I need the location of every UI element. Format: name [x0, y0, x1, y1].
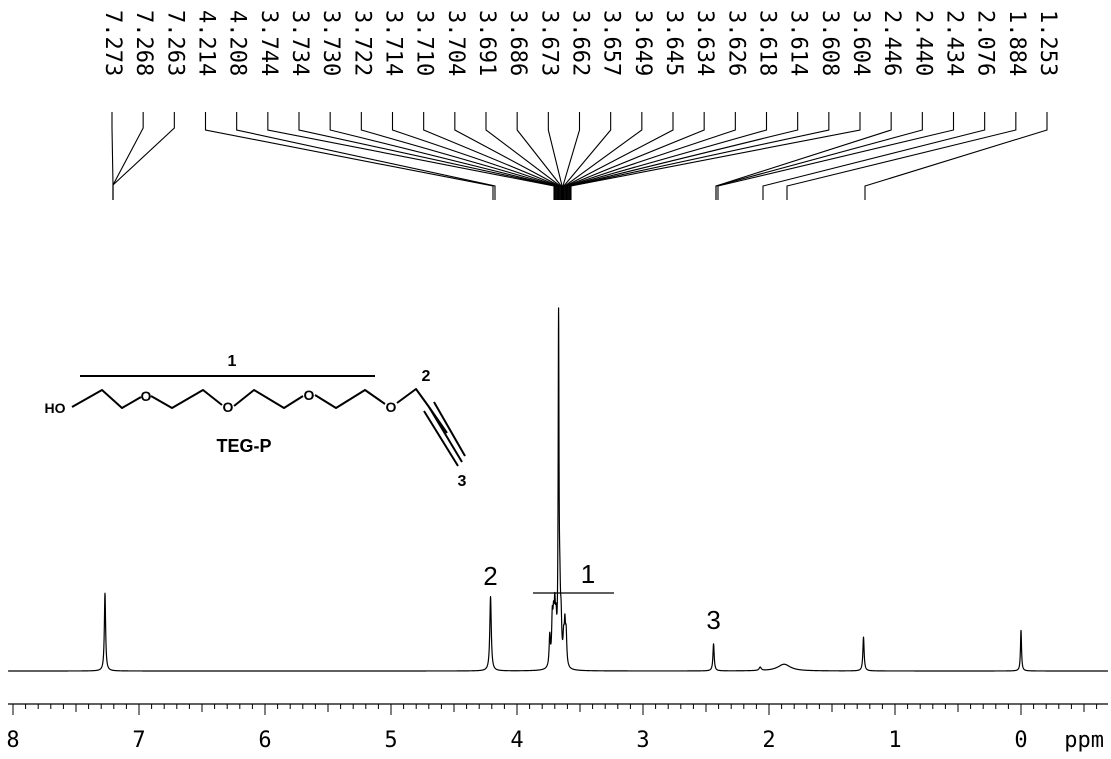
peak-label: 2.446	[879, 10, 904, 76]
peak-annotation-3: 3	[706, 605, 720, 635]
peak-leader	[565, 112, 705, 200]
peak-label: 3.645	[661, 10, 686, 76]
x-tick-label: 1	[888, 728, 901, 753]
peak-annotation-2: 2	[483, 561, 497, 591]
peak-label: 3.686	[505, 10, 530, 76]
peak-label: 3.730	[318, 10, 343, 76]
peak-label: 3.626	[723, 10, 748, 76]
peak-label: 2.434	[942, 10, 967, 76]
x-axis-label: ppm	[1064, 728, 1104, 753]
peak-leader	[112, 112, 144, 200]
peak-leader	[565, 112, 674, 200]
peak-leader	[236, 112, 496, 200]
structure-name: TEG-P	[216, 436, 271, 456]
peak-label: 1.253	[1035, 10, 1060, 76]
peak-leader	[762, 112, 986, 200]
structure-label-3: 3	[458, 473, 467, 490]
peak-label: 3.734	[287, 10, 312, 76]
peak-annotation-1: 1	[581, 559, 595, 589]
structure-chain-mid-1	[150, 389, 223, 409]
peak-label: 3.714	[381, 10, 406, 76]
structure-end-group: HO	[45, 400, 66, 416]
peak-label: 3.673	[536, 10, 561, 76]
x-tick-label: 3	[636, 728, 649, 753]
peak-annotations: 2 1 3	[483, 559, 720, 635]
x-tick-label: 2	[762, 728, 775, 753]
peak-leader	[564, 112, 643, 200]
structure-labels: 1 HO O O O O 2 3 TEG-P	[45, 353, 467, 490]
peak-label: 3.649	[630, 10, 655, 76]
peak-label: 2.076	[973, 10, 998, 76]
alkyne-bond-3	[423, 410, 459, 467]
peak-label: 3.662	[568, 10, 593, 76]
peak-leader	[568, 112, 799, 200]
peak-leader	[516, 112, 562, 200]
peak-list-labels: 7.273 7.268 7.263 4.214 4.208 3.744 3.734 3.730…	[100, 10, 1060, 76]
peak-leader	[391, 112, 559, 200]
peak-leader	[570, 112, 861, 200]
x-tick-label: 4	[510, 728, 523, 753]
peak-leader	[717, 112, 955, 200]
x-tick-label: 7	[132, 728, 145, 753]
peak-leader	[204, 112, 494, 200]
peak-leader	[423, 112, 560, 200]
structure-label-1: 1	[228, 353, 237, 370]
alkyne-bond-2	[433, 401, 466, 457]
peak-leader	[485, 112, 561, 200]
peak-label: 3.604	[848, 10, 873, 76]
peak-label: 2.440	[910, 10, 935, 76]
peak-list-leaders	[111, 112, 1048, 200]
peak-label: 7.268	[131, 10, 156, 76]
structure-oxygen-2: O	[223, 399, 234, 415]
structure-oxygen-3: O	[304, 387, 315, 403]
alkyne-bond-1	[428, 406, 463, 463]
chemical-structure	[71, 375, 466, 467]
structure-chain-right	[396, 388, 448, 434]
peak-leader	[298, 112, 556, 200]
peak-leader	[360, 112, 558, 200]
x-tick-label: 6	[258, 728, 271, 753]
peak-leader	[566, 112, 736, 200]
peak-label: 7.273	[100, 10, 125, 76]
peak-leader	[112, 112, 175, 200]
peak-label: 1.884	[1004, 10, 1029, 76]
peak-leader	[569, 112, 830, 200]
peak-label: 3.657	[599, 10, 624, 76]
peak-leader	[267, 112, 555, 200]
peak-leader	[329, 112, 557, 200]
peak-label: 3.722	[349, 10, 374, 76]
x-tick-label: 5	[384, 728, 397, 753]
spectrum-trace	[7, 307, 1109, 672]
peak-leader	[786, 112, 1017, 200]
peak-leader	[547, 112, 563, 200]
structure-label-2: 2	[422, 368, 431, 385]
peak-label: 7.263	[162, 10, 187, 76]
x-axis-ticks	[12, 704, 1098, 715]
peak-leader	[864, 112, 1048, 200]
peak-label: 3.691	[474, 10, 499, 76]
peak-leader	[715, 112, 923, 200]
structure-chain-left	[71, 389, 142, 409]
structure-oxygen-4: O	[386, 399, 397, 415]
peak-leader	[567, 112, 768, 200]
structure-oxygen-1: O	[141, 388, 152, 404]
structure-chain-mid-3	[314, 389, 386, 409]
peak-label: 4.208	[225, 10, 250, 76]
peak-label: 3.704	[443, 10, 468, 76]
peak-label: 4.214	[194, 10, 219, 76]
structure-chain-mid-2	[233, 389, 304, 409]
x-axis-tick-labels: 8 7 6 5 4 3 2 1 0	[6, 728, 1027, 753]
peak-label: 3.744	[256, 10, 281, 76]
peak-label: 3.634	[692, 10, 717, 76]
x-tick-label: 8	[6, 728, 19, 753]
peak-leader	[562, 112, 581, 200]
peak-label: 3.608	[817, 10, 842, 76]
peak-leader	[563, 112, 612, 200]
peak-label: 3.710	[412, 10, 437, 76]
peak-leader	[454, 112, 560, 200]
peak-label: 3.614	[786, 10, 811, 76]
x-tick-label: 0	[1014, 728, 1027, 753]
peak-label: 3.618	[755, 10, 780, 76]
